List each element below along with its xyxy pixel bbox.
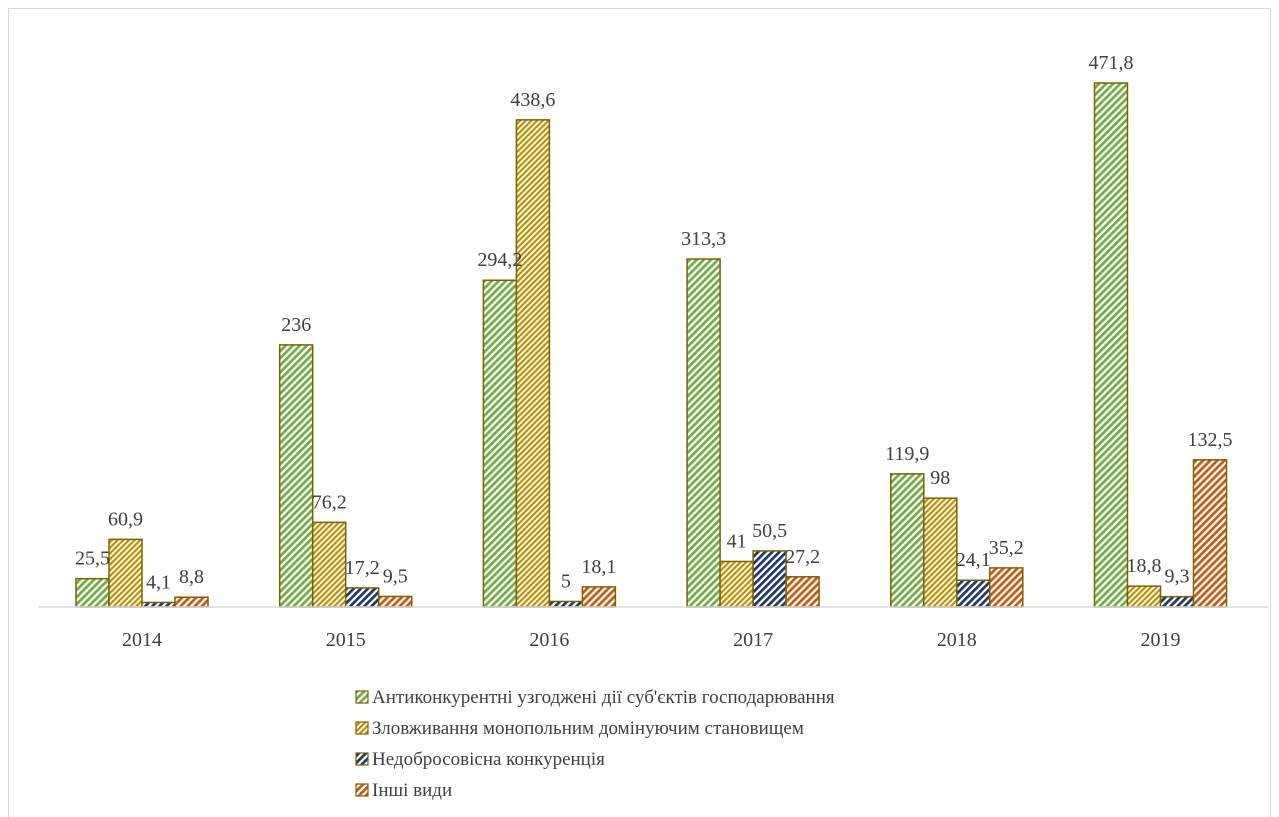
bar-2014-s1	[75, 577, 110, 608]
data-label-2014-s3: 4,1	[146, 571, 171, 593]
bar-2019-s4	[1192, 459, 1228, 608]
legend-label-2: Зловживання монопольним домінуючим стано…	[372, 718, 804, 739]
data-label-2015-s3: 17,2	[345, 557, 380, 579]
bar-2015-s2	[311, 521, 347, 608]
data-label-2014-s4: 8,8	[179, 566, 204, 588]
data-label-2019-s2: 18,8	[1127, 555, 1162, 577]
data-label-2016-s3: 5	[561, 570, 571, 592]
x-tick-label-2014: 2014	[122, 629, 162, 651]
bar-2016-s3	[548, 600, 584, 608]
bar-2014-s2	[108, 538, 143, 608]
legend-label-4: Інші види	[372, 780, 452, 801]
data-label-2014-s1: 25,5	[75, 548, 110, 570]
x-tick-label-2017: 2017	[733, 629, 773, 651]
legend-swatch-2	[355, 721, 369, 735]
bar-2017-s2	[719, 560, 754, 608]
legend-swatch-1	[355, 690, 369, 704]
data-label-2018-s3: 24,1	[956, 549, 991, 571]
bar-2017-s4	[785, 576, 820, 608]
bar-2018-s1	[890, 473, 925, 608]
data-label-2017-s4: 27,2	[785, 546, 820, 568]
bar-2017-s3	[752, 550, 787, 608]
data-label-2017-s2: 41	[727, 530, 747, 552]
data-label-2019-s4: 132,5	[1188, 429, 1233, 451]
bar-2014-s4	[174, 596, 209, 608]
data-label-2018-s1: 119,9	[885, 443, 929, 465]
legend-swatch-4	[355, 783, 369, 797]
data-label-2018-s2: 98	[930, 467, 950, 489]
data-label-2017-s1: 313,3	[681, 228, 726, 250]
legend-label-1: Антиконкурентні узгоджені дії суб'єктів …	[372, 687, 835, 708]
bar-2016-s2	[515, 119, 551, 608]
data-label-2016-s4: 18,1	[581, 556, 616, 578]
bar-2019-s3	[1159, 595, 1195, 608]
legend-label-3: Недобросовісна конкуренція	[372, 749, 605, 770]
chart-frame	[8, 8, 1271, 817]
x-tick-label-2018: 2018	[937, 629, 977, 651]
bar-2018-s2	[923, 497, 958, 608]
data-label-2015-s4: 9,5	[383, 565, 408, 587]
x-tick-label-2019: 2019	[1141, 629, 1181, 651]
bar-2015-s1	[278, 344, 314, 608]
data-label-2019-s3: 9,3	[1165, 566, 1190, 588]
data-label-2017-s3: 50,5	[752, 520, 787, 542]
data-label-2015-s1: 236	[281, 314, 311, 336]
bar-2017-s1	[686, 258, 721, 608]
data-label-2016-s1: 294,2	[477, 249, 522, 271]
bar-2016-s4	[581, 586, 617, 608]
bar-2019-s1	[1093, 82, 1129, 608]
bar-2018-s3	[956, 579, 991, 608]
data-label-2015-s2: 76,2	[312, 491, 347, 513]
data-label-2019-s1: 471,8	[1089, 52, 1134, 74]
data-label-2014-s2: 60,9	[108, 508, 143, 530]
bar-2015-s4	[377, 595, 413, 608]
x-tick-label-2015: 2015	[326, 629, 366, 651]
legend-swatch-3	[355, 752, 369, 766]
x-tick-label-2016: 2016	[529, 629, 569, 651]
bar-2016-s1	[482, 279, 518, 608]
bar-2019-s2	[1126, 585, 1162, 608]
bar-2018-s4	[989, 567, 1024, 608]
bar-2015-s3	[344, 587, 380, 608]
data-label-2016-s2: 438,6	[510, 89, 555, 111]
data-label-2018-s4: 35,2	[989, 537, 1024, 559]
